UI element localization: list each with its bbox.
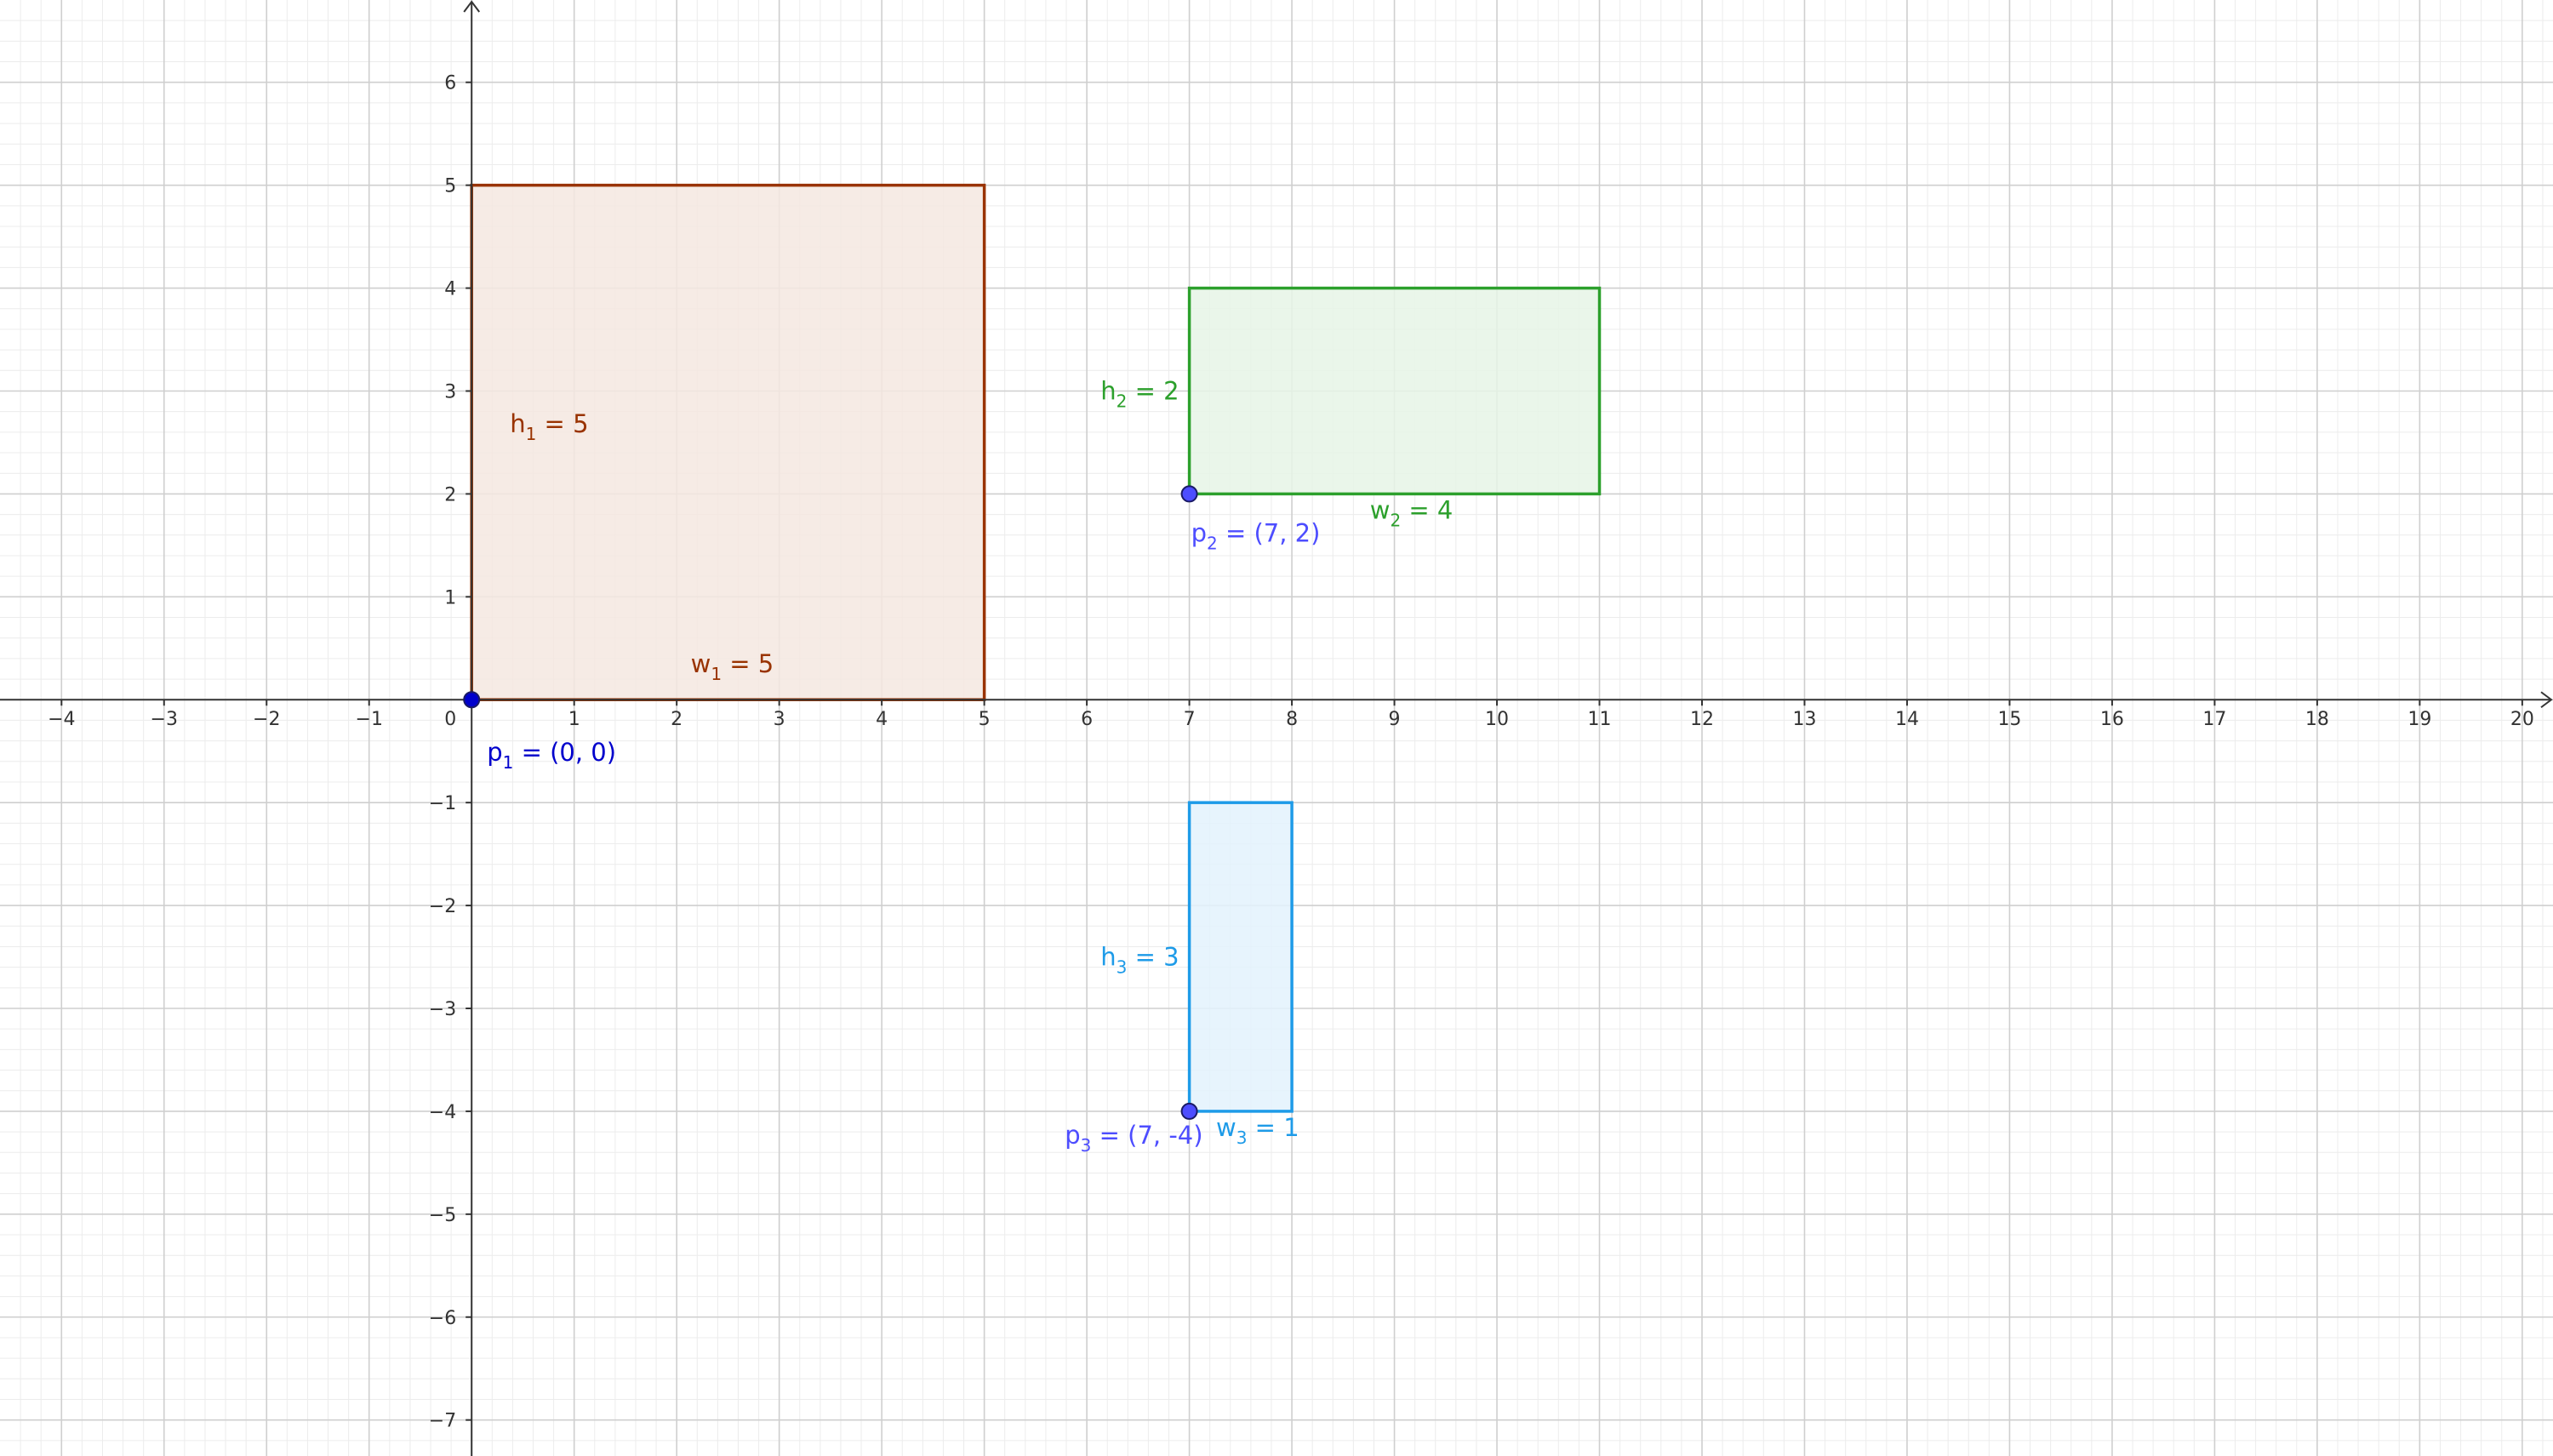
object-labels: h1 = 5 w1 = 5 h2 = 2 w2 = 4 h3 = 3 w3 = 1 p1 =… (487, 376, 1453, 1155)
y-tick-label: 3 (444, 381, 456, 403)
x-tick-label: 20 (2510, 709, 2534, 730)
points-layer[interactable] (463, 485, 1198, 1120)
point-3[interactable] (1180, 1102, 1198, 1120)
point-2[interactable] (1180, 485, 1198, 503)
x-tick-label: 4 (876, 709, 888, 730)
x-tick-label: 2 (671, 709, 683, 730)
x-tick-label: 5 (979, 709, 991, 730)
tick-labels: −4 −3 −2 −1 1 2 3 4 5 6 7 8 9 10 11 12 13 14 15 16 17 18 19 20−… (48, 73, 2534, 1432)
x-tick-label: 12 (1690, 709, 1714, 730)
height-label-2: h2 = 2 (1100, 376, 1179, 411)
x-tick-label: 11 (1588, 709, 1612, 730)
point-1[interactable] (463, 691, 481, 709)
x-tick-label: −4 (48, 709, 75, 730)
x-tick-label: 9 (1389, 709, 1401, 730)
x-tick-label: −1 (356, 709, 383, 730)
y-tick-label: −5 (429, 1205, 456, 1226)
x-tick-label: −2 (253, 709, 280, 730)
x-tick-label: −3 (151, 709, 178, 730)
x-axis-arrow (2540, 691, 2553, 709)
height-label-1: h1 = 5 (510, 409, 588, 444)
x-tick-label: 1 (568, 709, 580, 730)
rectangle-3[interactable] (1187, 801, 1294, 1113)
rectangle-1[interactable] (470, 183, 986, 701)
point-label-3: p3 = (7, -4) (1065, 1121, 1202, 1156)
width-label-3: w3 = 1 (1216, 1113, 1299, 1148)
y-tick-label: 4 (444, 279, 456, 300)
width-label-1: w1 = 5 (691, 649, 774, 684)
x-tick-label: 17 (2202, 709, 2226, 730)
y-tick-label: −4 (429, 1102, 456, 1123)
x-tick-label: 19 (2407, 709, 2431, 730)
y-tick-label: −6 (429, 1308, 456, 1329)
point-label-1: p1 = (0, 0) (487, 738, 616, 773)
height-label-3: h3 = 3 (1100, 943, 1179, 978)
y-tick-label: −2 (429, 896, 456, 917)
y-tick-label: 6 (444, 73, 456, 94)
point-label-2: p2 = (7, 2) (1191, 518, 1321, 553)
y-axis-arrow (463, 0, 481, 13)
x-tick-label: 7 (1184, 709, 1196, 730)
x-tick-label: 8 (1286, 709, 1298, 730)
x-tick-label: 18 (2305, 709, 2329, 730)
y-tick-label: 1 (444, 587, 456, 608)
y-tick-label: −7 (429, 1411, 456, 1432)
x-tick-label: 6 (1081, 709, 1093, 730)
x-tick-label: 10 (1485, 709, 1509, 730)
x-tick-label: 16 (2100, 709, 2124, 730)
y-tick-label: 2 (444, 484, 456, 505)
y-tick-label: −1 (429, 793, 456, 814)
rectangles-layer[interactable] (470, 183, 1602, 1113)
x-tick-label: 3 (774, 709, 785, 730)
width-label-2: w2 = 4 (1370, 495, 1454, 530)
x-tick-label: 14 (1895, 709, 1919, 730)
origin-label: 0 (444, 709, 456, 730)
y-tick-label: 5 (444, 176, 456, 197)
x-tick-label: 13 (1792, 709, 1816, 730)
y-tick-label: −3 (429, 999, 456, 1020)
x-tick-label: 15 (1997, 709, 2021, 730)
rectangle-2[interactable] (1187, 286, 1602, 496)
